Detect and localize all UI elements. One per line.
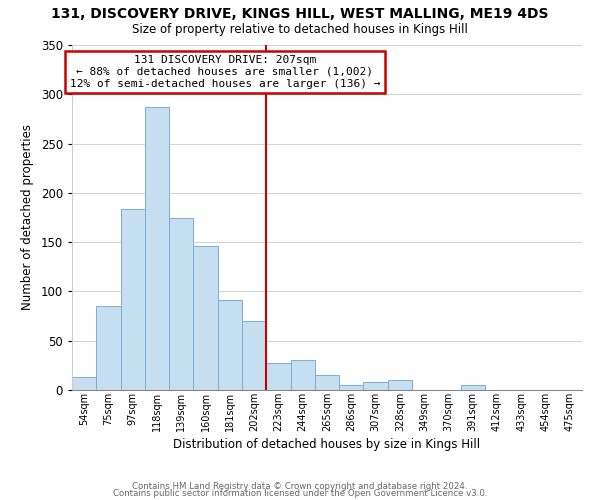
Text: Size of property relative to detached houses in Kings Hill: Size of property relative to detached ho… <box>132 22 468 36</box>
Bar <box>339 385 364 390</box>
Text: Contains HM Land Registry data © Crown copyright and database right 2024.: Contains HM Land Registry data © Crown c… <box>132 482 468 491</box>
Bar <box>145 107 169 390</box>
Bar <box>72 377 96 390</box>
Bar <box>461 385 485 390</box>
Bar <box>193 246 218 390</box>
Bar <box>388 380 412 390</box>
Bar <box>121 208 145 390</box>
Bar <box>96 306 121 390</box>
Bar <box>169 218 193 390</box>
X-axis label: Distribution of detached houses by size in Kings Hill: Distribution of detached houses by size … <box>173 438 481 450</box>
Bar <box>218 300 242 390</box>
Bar <box>364 382 388 390</box>
Text: 131, DISCOVERY DRIVE, KINGS HILL, WEST MALLING, ME19 4DS: 131, DISCOVERY DRIVE, KINGS HILL, WEST M… <box>51 8 549 22</box>
Bar <box>315 375 339 390</box>
Bar <box>242 321 266 390</box>
Text: Contains public sector information licensed under the Open Government Licence v3: Contains public sector information licen… <box>113 490 487 498</box>
Text: 131 DISCOVERY DRIVE: 207sqm
← 88% of detached houses are smaller (1,002)
12% of : 131 DISCOVERY DRIVE: 207sqm ← 88% of det… <box>70 56 380 88</box>
Y-axis label: Number of detached properties: Number of detached properties <box>21 124 34 310</box>
Bar <box>266 364 290 390</box>
Bar <box>290 360 315 390</box>
